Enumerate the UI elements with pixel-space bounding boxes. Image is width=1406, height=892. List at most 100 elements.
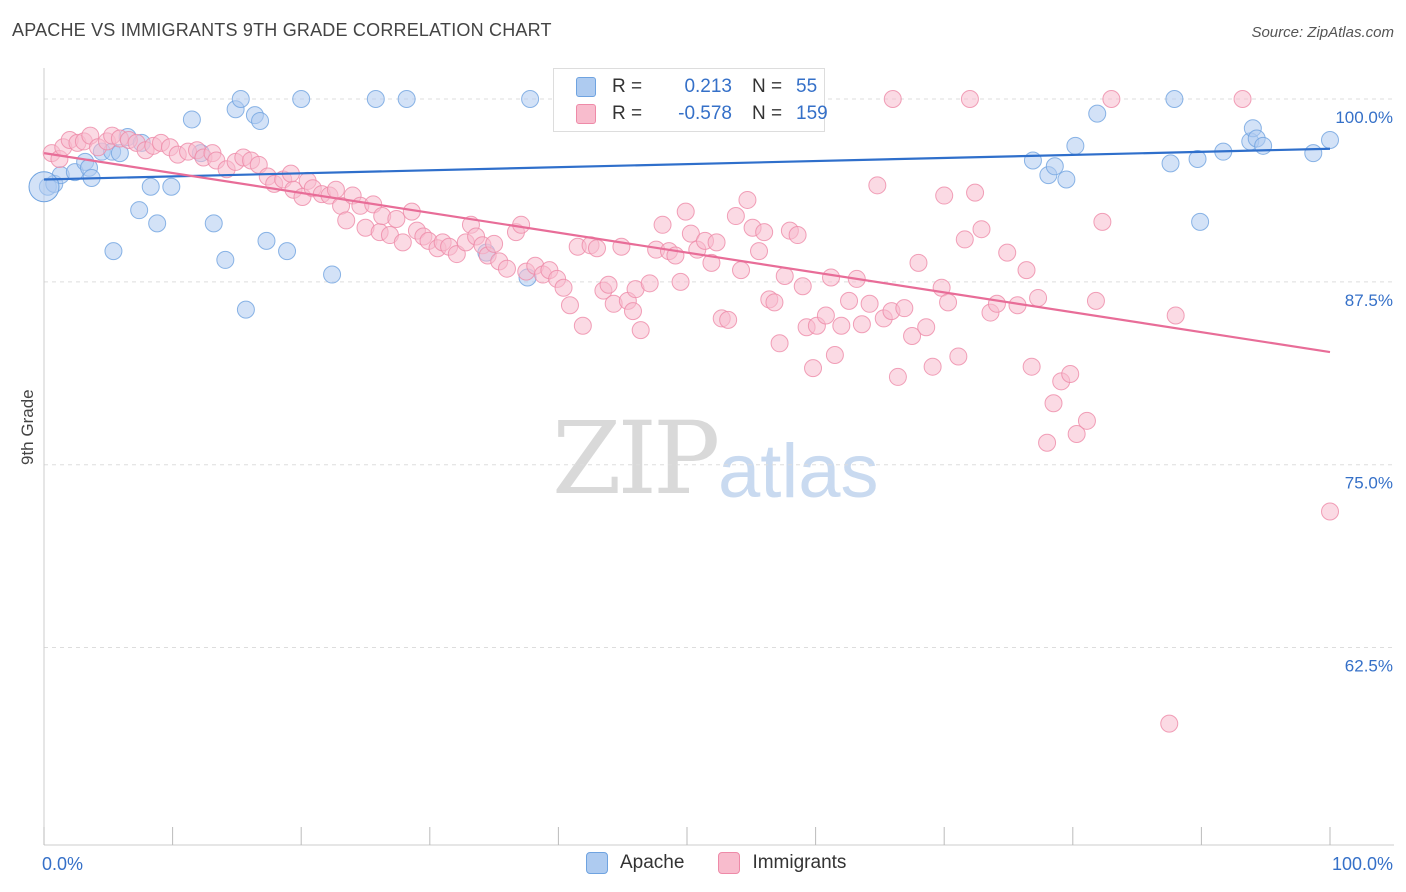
- immigrants-point: [1038, 433, 1057, 452]
- immigrants-point: [998, 243, 1017, 262]
- apache-point: [1045, 157, 1064, 176]
- trend-lines: [43, 147, 1331, 354]
- data-points: [28, 90, 1339, 733]
- watermark-atlas: atlas: [718, 429, 879, 514]
- immigrants-point: [825, 345, 844, 364]
- r-label: R =: [612, 76, 643, 97]
- immigrants-point: [852, 315, 871, 334]
- immigrants-point: [676, 202, 695, 221]
- immigrants-point: [1044, 394, 1063, 413]
- immigrants-swatch: [576, 104, 596, 124]
- immigrants-point: [750, 242, 769, 261]
- apache-point: [1088, 104, 1107, 123]
- immigrants-point: [822, 268, 841, 287]
- n-value-immigrants: 159: [796, 103, 828, 124]
- immigrants-point: [707, 233, 726, 252]
- apache-point: [1304, 144, 1323, 163]
- apache-point: [148, 214, 167, 233]
- immigrants-legend-label: Immigrants: [752, 852, 847, 873]
- apache-point: [1057, 170, 1076, 189]
- immigrants-point: [788, 226, 807, 245]
- chart-title: APACHE VS IMMIGRANTS 9TH GRADE CORRELATI…: [12, 20, 552, 40]
- immigrants-point: [770, 334, 789, 353]
- apache-point: [366, 90, 385, 109]
- immigrants-point: [1077, 411, 1096, 430]
- apache-point: [1188, 149, 1207, 168]
- apache-point: [1321, 130, 1339, 149]
- y-tick-label: 75.0%: [1345, 474, 1393, 493]
- apache-point: [251, 111, 270, 130]
- immigrants-point: [573, 316, 592, 335]
- apache-legend-swatch: [586, 852, 608, 874]
- immigrants-point: [653, 215, 672, 234]
- apache-point: [1161, 154, 1180, 173]
- immigrants-point: [840, 291, 859, 310]
- immigrants-point: [972, 220, 991, 239]
- grid: [44, 98, 1394, 649]
- immigrants-point: [960, 90, 979, 109]
- immigrants-point: [719, 310, 738, 329]
- immigrants-point: [935, 186, 954, 205]
- immigrants-point: [909, 253, 928, 272]
- immigrants-point: [560, 296, 579, 315]
- immigrants-point: [883, 90, 902, 109]
- immigrants-point: [804, 359, 823, 378]
- immigrants-point: [1160, 714, 1179, 733]
- immigrants-point: [681, 224, 700, 243]
- correlation-legend: R = 0.213 N = 55 R = -0.578 N = 159: [553, 68, 828, 132]
- apache-point: [292, 90, 311, 109]
- apache-point: [1191, 212, 1210, 231]
- apache-legend-label: Apache: [620, 852, 685, 873]
- immigrants-point: [1022, 357, 1041, 376]
- immigrants-point: [923, 357, 942, 376]
- immigrants-point: [832, 316, 851, 335]
- immigrants-point: [726, 207, 745, 226]
- y-tick-label: 62.5%: [1345, 657, 1393, 676]
- immigrants-point: [860, 294, 879, 313]
- immigrants-point: [599, 275, 618, 294]
- immigrants-point: [554, 278, 573, 297]
- immigrants-point: [1233, 90, 1252, 109]
- apache-point: [278, 242, 297, 261]
- apache-point: [236, 300, 255, 319]
- immigrants-point: [939, 293, 958, 312]
- apache-swatch: [576, 77, 596, 97]
- x-tick-label: 0.0%: [42, 854, 83, 874]
- immigrants-point: [955, 230, 974, 249]
- immigrants-point: [1061, 365, 1080, 384]
- watermark-zip: ZIP: [552, 400, 720, 517]
- immigrants-point: [587, 239, 606, 258]
- immigrants-point: [1321, 502, 1339, 521]
- immigrants-point: [497, 259, 516, 278]
- y-tick-label: 87.5%: [1345, 291, 1393, 310]
- y-tick-label: 100.0%: [1335, 108, 1393, 127]
- apache-point: [216, 250, 235, 269]
- immigrants-point: [949, 347, 968, 366]
- apache-point-large: [28, 171, 60, 203]
- apache-point: [397, 90, 416, 109]
- apache-point: [257, 231, 276, 250]
- immigrants-point: [337, 211, 356, 230]
- immigrants-point: [738, 190, 757, 209]
- immigrants-point: [393, 233, 412, 252]
- immigrants-point: [895, 299, 914, 318]
- legend-row-apache: R = 0.213 N = 55: [576, 75, 817, 99]
- apache-point: [162, 177, 181, 196]
- immigrants-point: [987, 294, 1006, 313]
- immigrants-point: [966, 183, 985, 202]
- immigrants-point: [903, 326, 922, 345]
- apache-point: [130, 201, 149, 220]
- n-label: N =: [752, 103, 783, 124]
- immigrants-point: [816, 306, 835, 325]
- n-label: N =: [752, 76, 783, 97]
- immigrants-point: [1166, 306, 1185, 325]
- immigrants-point: [631, 321, 650, 340]
- apache-point: [182, 110, 201, 129]
- apache-point: [1066, 136, 1085, 155]
- immigrants-point: [775, 267, 794, 286]
- apache-point: [1165, 90, 1184, 109]
- immigrants-point: [732, 261, 751, 280]
- apache-point: [521, 90, 540, 109]
- immigrants-point: [868, 176, 887, 195]
- immigrants-point: [512, 215, 531, 234]
